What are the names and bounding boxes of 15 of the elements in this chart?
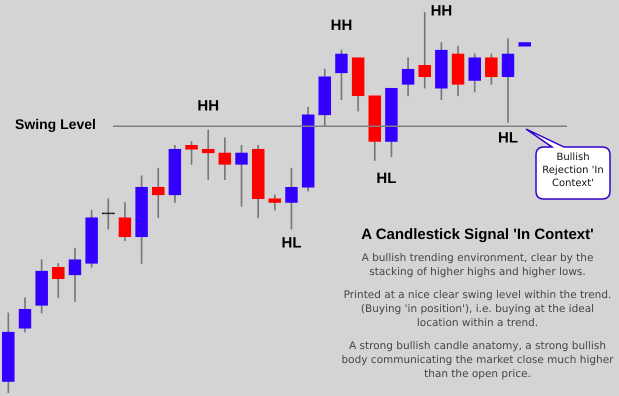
ref-line-label: Swing Level	[15, 116, 96, 132]
annotation: HH	[430, 2, 452, 20]
annotation: HL	[376, 170, 396, 187]
annotation: A bullish trending environment, clear by the stacking of higher highs and higher lows.	[360, 251, 594, 279]
annotation: HH	[197, 97, 220, 114]
candlestick	[235, 145, 248, 207]
annotation: HL	[498, 130, 518, 147]
annotation: HH	[330, 17, 352, 34]
candlestick	[185, 141, 198, 165]
annotation: HL	[281, 234, 302, 252]
candlestick	[518, 42, 531, 47]
annotation: A strong bullish candle anatomy, a strong bullish body communicating the market close much higher than the open price.	[340, 339, 614, 381]
annotation: Printed at a nice clear swing level within the trend. (Buying 'in position'), i.e. buying at the ideal location within a trend.	[342, 288, 612, 330]
text: Bullish Rejection 'In Context'	[541, 151, 605, 190]
text: A Candlestick Signal 'In Context'	[360, 226, 595, 243]
